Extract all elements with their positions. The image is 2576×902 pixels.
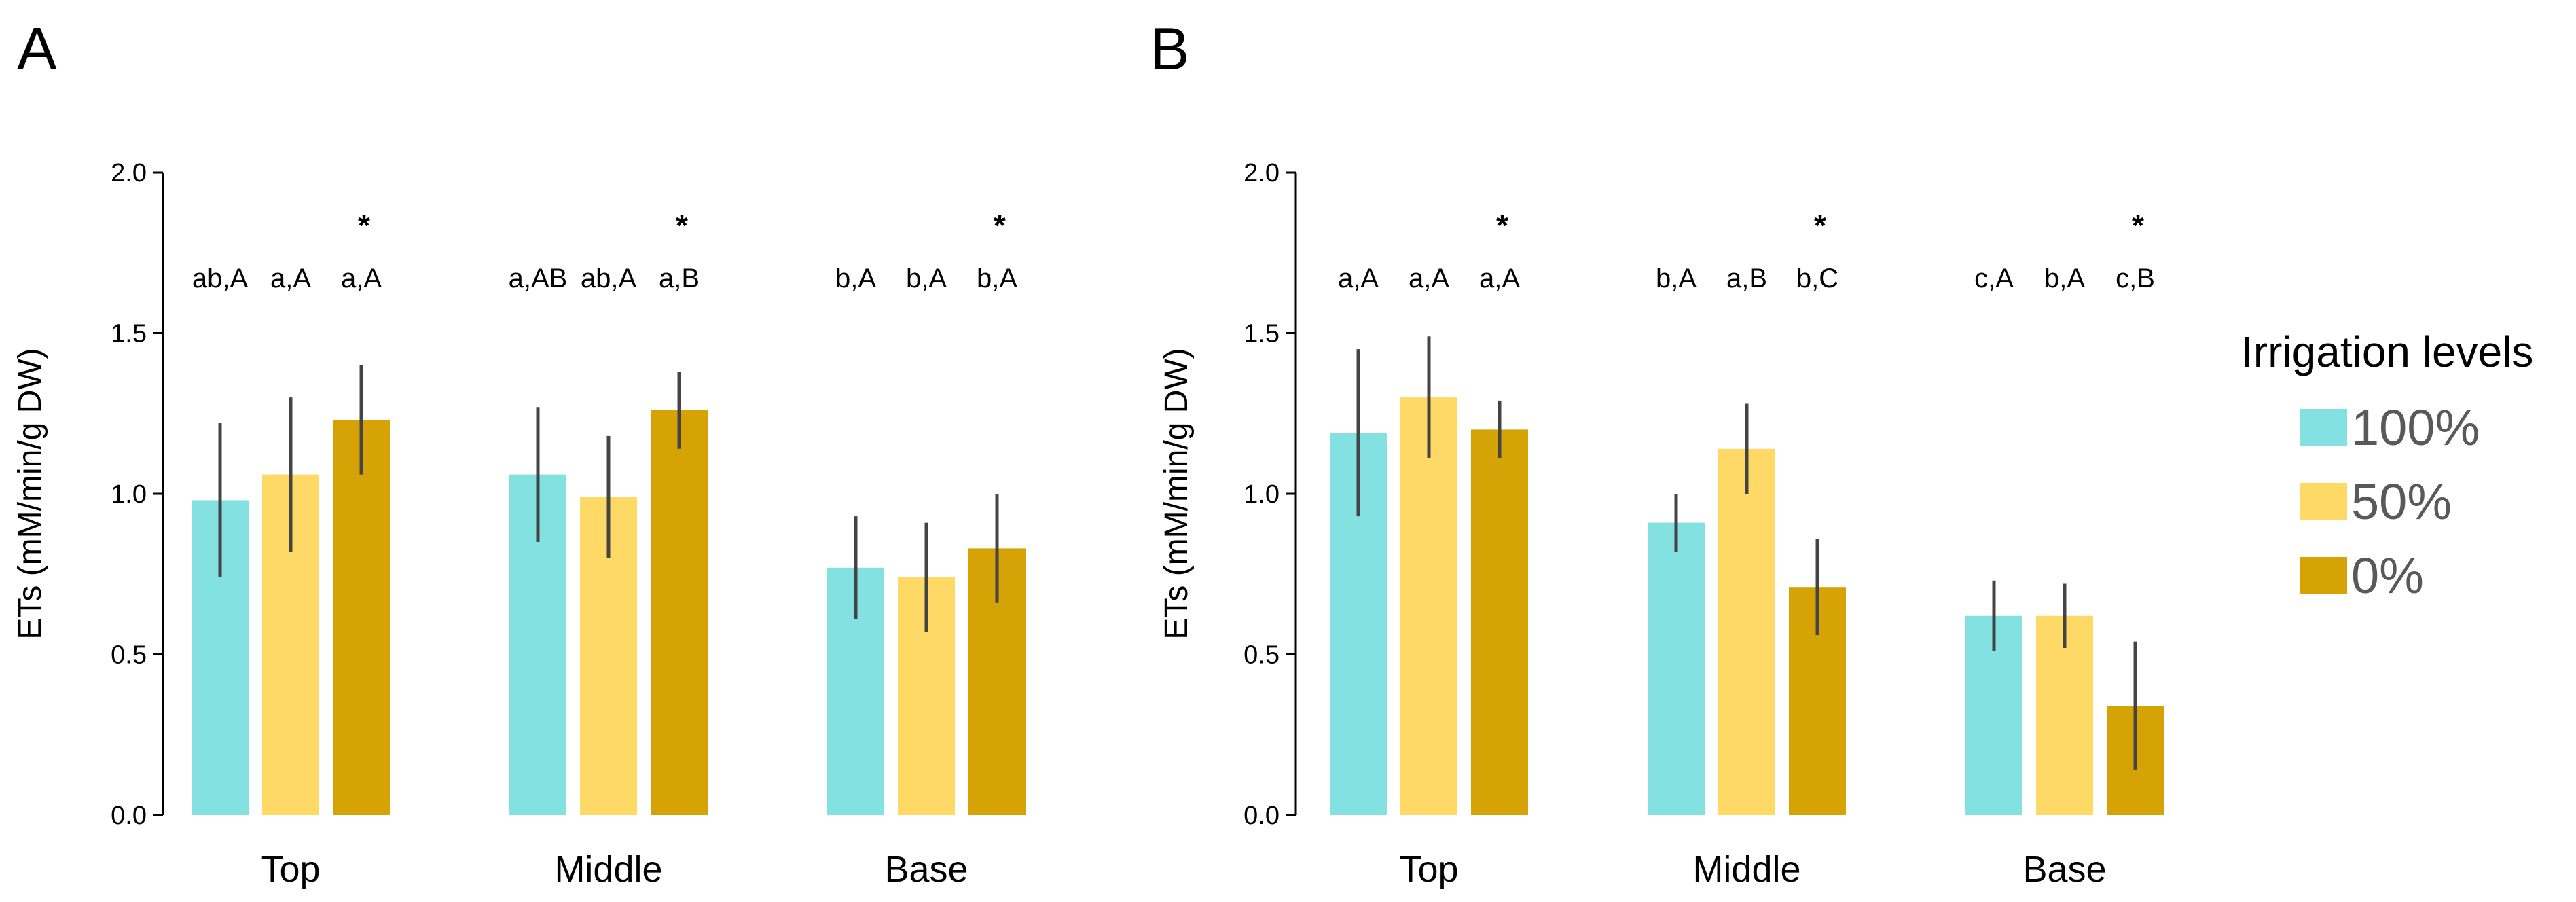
y-tick-label: 1.0 xyxy=(111,480,147,509)
y-tick-label: 1.5 xyxy=(1244,320,1280,348)
legend-swatch-0 xyxy=(2300,557,2347,594)
significance-star: * xyxy=(994,208,1006,243)
bar-base-50pct xyxy=(2036,615,2093,815)
y-axis-label: ETs (mM/min/g DW) xyxy=(1159,348,1195,639)
y-tick-label: 0.5 xyxy=(111,641,147,670)
legend-label-0: 0% xyxy=(2351,547,2424,604)
significance-letters: ab,A xyxy=(192,264,249,293)
significance-letters: b,A xyxy=(2044,264,2085,293)
significance-letters: b,A xyxy=(1656,264,1697,293)
x-category-label: Top xyxy=(1399,849,1458,890)
significance-star: * xyxy=(1496,208,1508,243)
significance-letters: c,A xyxy=(1974,264,2014,293)
y-tick-label: 1.0 xyxy=(1244,480,1280,509)
significance-letters: a,A xyxy=(1409,264,1449,293)
y-tick-label: 0.0 xyxy=(111,801,147,830)
significance-letters: a,A xyxy=(1338,264,1379,293)
significance-star: * xyxy=(2132,208,2144,243)
bar-top-50pct xyxy=(1400,397,1457,815)
x-category-label: Base xyxy=(2022,849,2106,890)
panel-letter: B xyxy=(1150,15,1190,82)
significance-letters: b,A xyxy=(906,264,947,293)
y-tick-label: 2.0 xyxy=(1244,159,1280,187)
significance-letters: b,A xyxy=(977,264,1017,293)
significance-star: * xyxy=(358,208,370,243)
significance-letters: a,A xyxy=(341,264,382,293)
x-category-label: Base xyxy=(884,849,968,890)
y-tick-label: 0.5 xyxy=(1244,641,1280,670)
legend-swatch-100 xyxy=(2300,409,2347,446)
significance-letters: a,A xyxy=(270,264,311,293)
bar-middle-0pct xyxy=(651,410,708,815)
y-tick-label: 2.0 xyxy=(111,159,147,187)
legend-title: Irrigation levels xyxy=(2241,327,2533,376)
x-category-label: Top xyxy=(261,849,320,890)
x-category-label: Middle xyxy=(1692,849,1800,890)
bar-middle-50pct xyxy=(1718,448,1775,815)
x-category-label: Middle xyxy=(554,849,662,890)
significance-letters: a,AB xyxy=(509,264,568,293)
legend-swatch-50 xyxy=(2300,483,2347,520)
significance-letters: a,B xyxy=(659,264,700,293)
y-tick-label: 0.0 xyxy=(1244,801,1280,830)
panel-a: A 0.0 0.5 1.0 1.5 2.0 ETs (mM/min/g DW) ab,A a,A… xyxy=(12,15,1026,890)
significance-letters: a,B xyxy=(1726,264,1767,293)
significance-letters: a,A xyxy=(1479,264,1520,293)
legend-label-50: 50% xyxy=(2351,473,2452,530)
bar-top-0pct xyxy=(333,420,390,815)
significance-letters: b,A xyxy=(835,264,876,293)
bar-middle-100pct xyxy=(1648,522,1705,815)
significance-star: * xyxy=(676,208,688,243)
panel-letter: A xyxy=(17,15,57,82)
legend-label-100: 100% xyxy=(2351,399,2480,456)
significance-letters: b,C xyxy=(1796,264,1838,293)
panel-b: B 0.0 0.5 1.0 1.5 2.0 ETs (mM/min/g DW) a,A a,A a… xyxy=(1150,15,2164,890)
significance-star: * xyxy=(1814,208,1826,243)
y-axis-label: ETs (mM/min/g DW) xyxy=(12,348,48,639)
significance-letters: ab,A xyxy=(581,264,637,293)
significance-letters: c,B xyxy=(2116,264,2155,293)
y-tick-label: 1.5 xyxy=(111,320,147,348)
legend: Irrigation levels 100% 50% 0% xyxy=(2241,327,2533,604)
bar-top-0pct xyxy=(1471,429,1528,815)
